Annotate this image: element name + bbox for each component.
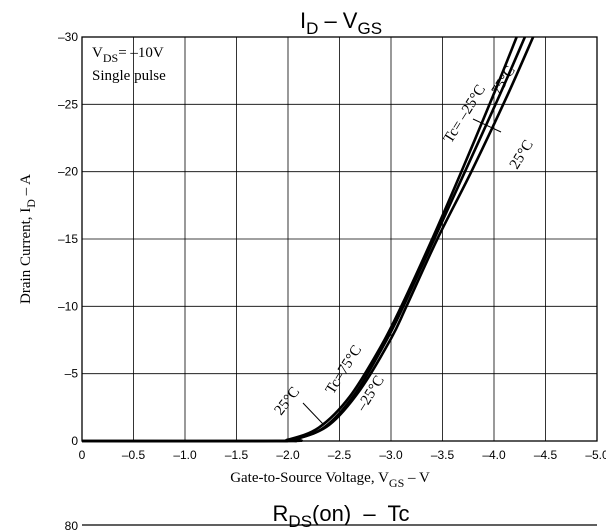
y-tick-label: –20 [58,165,78,179]
chart-title: ID – VGS [300,8,382,38]
x-axis-label: Gate-to-Source Voltage, VGS – V [230,470,430,490]
y-tick-label: –30 [58,30,78,44]
x-tick-label: –1.0 [173,448,197,462]
y-tick-label: –10 [58,299,78,313]
y-axis-label: Drain Current, ID – A [18,174,38,304]
annotation-upper-25: 25°C [507,137,537,172]
x-tick-label: –0.5 [122,448,146,462]
curve-series-2 [81,36,535,443]
x-tick-label: –2.0 [276,448,300,462]
leader-line-lower [302,402,324,425]
condition-vds: VDS= –10V [92,45,164,65]
plot-frame [81,36,598,442]
x-tick-label: –1.5 [225,448,249,462]
x-tick-label: –5.0 [585,448,606,462]
x-tick-label: –3.0 [379,448,403,462]
x-tick-label: –2.5 [328,448,352,462]
next-chart-first-tick: 80 [65,519,79,531]
y-tick-label: –15 [58,232,78,246]
y-tick-label: –25 [58,97,78,111]
condition-pulse: Single pulse [92,68,166,84]
x-tick-label: –3.5 [431,448,455,462]
leader-line-upper [472,118,502,133]
curve-group [81,36,535,443]
y-axis-tick-labels: 0 –5 –10 –15 –20 –25 –30 [58,30,78,448]
annotation-lower-25: 25°C [272,384,304,418]
x-axis-tick-labels: 0 –0.5 –1.0 –1.5 –2.0 –2.5 –3.0 –3.5 –4.0 –4.5 –5.… [79,448,606,462]
next-chart-title: RDS(on) – Tc [273,501,410,531]
x-tick-label: –4.0 [482,448,506,462]
y-tick-label: 0 [71,434,78,448]
x-tick-label: 0 [79,448,86,462]
x-tick-label: –4.5 [534,448,558,462]
y-tick-label: –5 [65,367,79,381]
